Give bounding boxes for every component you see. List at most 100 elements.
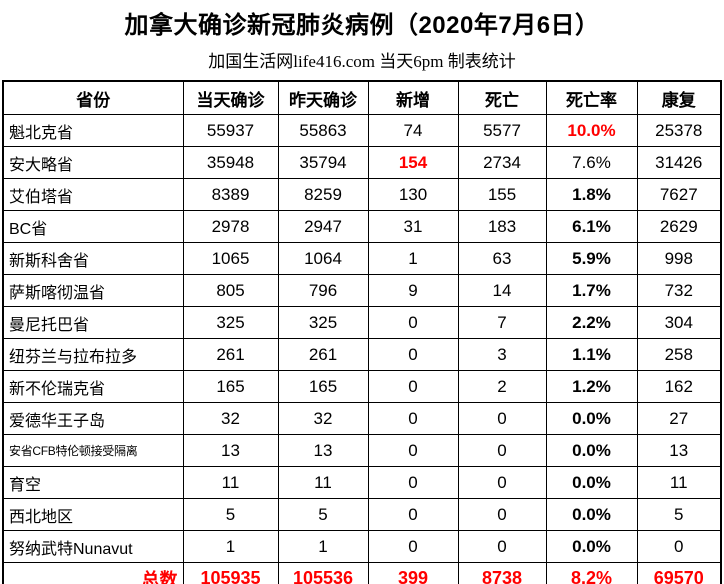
table-row: 魁北克省 55937 55863 74 5577 10.0% 25378	[2, 114, 722, 147]
cell-recovered: 13	[636, 434, 722, 467]
table-row: 曼尼托巴省 325 325 0 7 2.2% 304	[2, 306, 722, 339]
cell-rate: 0.0%	[545, 466, 638, 499]
total-yesterday: 105536	[277, 562, 369, 584]
cell-rate: 10.0%	[545, 114, 638, 147]
cell-new: 9	[367, 274, 459, 307]
cell-rate: 1.8%	[545, 178, 638, 211]
cell-rate: 2.2%	[545, 306, 638, 339]
cell-recovered: 162	[636, 370, 722, 403]
col-header-province: 省份	[2, 80, 184, 115]
page-subtitle: 加国生活网life416.com 当天6pm 制表统计	[208, 52, 516, 71]
table-row: 努纳武特Nunavut 1 1 0 0 0.0% 0	[2, 530, 722, 563]
cell-new: 0	[367, 402, 459, 435]
cell-yesterday: 55863	[277, 114, 369, 147]
cell-deaths: 0	[457, 530, 547, 563]
cell-new: 130	[367, 178, 459, 211]
cell-yesterday: 1	[277, 530, 369, 563]
province-name: 爱德华王子岛	[2, 402, 184, 435]
cell-today: 1065	[182, 242, 279, 275]
cell-deaths: 0	[457, 402, 547, 435]
province-name: 新斯科舍省	[2, 242, 184, 275]
total-today: 105935	[182, 562, 279, 584]
cell-new: 0	[367, 498, 459, 531]
cell-deaths: 63	[457, 242, 547, 275]
cell-recovered: 304	[636, 306, 722, 339]
cell-rate: 0.0%	[545, 498, 638, 531]
cell-recovered: 998	[636, 242, 722, 275]
province-name: 努纳武特Nunavut	[2, 530, 184, 563]
cell-new: 1	[367, 242, 459, 275]
total-row: 总数 105935 105536 399 8738 8.2% 69570	[2, 562, 722, 584]
table-header: 省份 当天确诊 昨天确诊 新增 死亡 死亡率 康复	[2, 80, 722, 115]
cell-yesterday: 325	[277, 306, 369, 339]
cell-deaths: 14	[457, 274, 547, 307]
cell-today: 261	[182, 338, 279, 371]
cell-new: 0	[367, 466, 459, 499]
cell-yesterday: 261	[277, 338, 369, 371]
cell-new: 0	[367, 434, 459, 467]
cell-deaths: 5577	[457, 114, 547, 147]
cell-yesterday: 165	[277, 370, 369, 403]
cell-today: 55937	[182, 114, 279, 147]
total-rate: 8.2%	[545, 562, 638, 584]
province-name: 安省CFB特伦顿接受隔离	[2, 434, 184, 467]
table-row: 爱德华王子岛 32 32 0 0 0.0% 27	[2, 402, 722, 435]
cell-new: 154	[367, 146, 459, 179]
cell-today: 165	[182, 370, 279, 403]
cell-today: 35948	[182, 146, 279, 179]
total-label: 总数	[2, 562, 184, 584]
province-name: BC省	[2, 210, 184, 243]
cell-new: 74	[367, 114, 459, 147]
header-row: 省份 当天确诊 昨天确诊 新增 死亡 死亡率 康复	[2, 80, 722, 115]
cell-rate: 5.9%	[545, 242, 638, 275]
cell-yesterday: 796	[277, 274, 369, 307]
table-row: 西北地区 5 5 0 0 0.0% 5	[2, 498, 722, 531]
cell-rate: 0.0%	[545, 402, 638, 435]
table-row: BC省 2978 2947 31 183 6.1% 2629	[2, 210, 722, 243]
cell-recovered: 732	[636, 274, 722, 307]
cell-recovered: 11	[636, 466, 722, 499]
cell-deaths: 155	[457, 178, 547, 211]
cell-today: 5	[182, 498, 279, 531]
cell-deaths: 7	[457, 306, 547, 339]
cell-yesterday: 32	[277, 402, 369, 435]
cell-recovered: 2629	[636, 210, 722, 243]
province-name: 艾伯塔省	[2, 178, 184, 211]
total-deaths: 8738	[457, 562, 547, 584]
cell-recovered: 7627	[636, 178, 722, 211]
table-row: 新不伦瑞克省 165 165 0 2 1.2% 162	[2, 370, 722, 403]
province-name: 西北地区	[2, 498, 184, 531]
table-row: 新斯科舍省 1065 1064 1 63 5.9% 998	[2, 242, 722, 275]
cell-new: 31	[367, 210, 459, 243]
total-new: 399	[367, 562, 459, 584]
province-name: 魁北克省	[2, 114, 184, 147]
cell-new: 0	[367, 338, 459, 371]
cell-rate: 1.7%	[545, 274, 638, 307]
cell-deaths: 2734	[457, 146, 547, 179]
cell-rate: 7.6%	[545, 146, 638, 179]
cell-recovered: 31426	[636, 146, 722, 179]
covid-stats-table: 省份 当天确诊 昨天确诊 新增 死亡 死亡率 康复 魁北克省 55937 55863 74 5577…	[2, 80, 722, 584]
cell-deaths: 3	[457, 338, 547, 371]
cell-rate: 1.1%	[545, 338, 638, 371]
province-name: 育空	[2, 466, 184, 499]
col-header-new: 新增	[367, 80, 459, 115]
cell-rate: 0.0%	[545, 530, 638, 563]
cell-recovered: 0	[636, 530, 722, 563]
cell-today: 2978	[182, 210, 279, 243]
cell-today: 11	[182, 466, 279, 499]
province-name: 纽芬兰与拉布拉多	[2, 338, 184, 371]
cell-rate: 1.2%	[545, 370, 638, 403]
col-header-deaths: 死亡	[457, 80, 547, 115]
table-row: 育空 11 11 0 0 0.0% 11	[2, 466, 722, 499]
col-header-yesterday: 昨天确诊	[277, 80, 369, 115]
cell-yesterday: 35794	[277, 146, 369, 179]
table-body: 魁北克省 55937 55863 74 5577 10.0% 25378 安大略省 35948 3…	[2, 114, 722, 584]
table-row: 安省CFB特伦顿接受隔离 13 13 0 0 0.0% 13	[2, 434, 722, 467]
cell-recovered: 27	[636, 402, 722, 435]
province-name: 萨斯喀彻温省	[2, 274, 184, 307]
cell-today: 32	[182, 402, 279, 435]
cell-recovered: 258	[636, 338, 722, 371]
cell-new: 0	[367, 530, 459, 563]
